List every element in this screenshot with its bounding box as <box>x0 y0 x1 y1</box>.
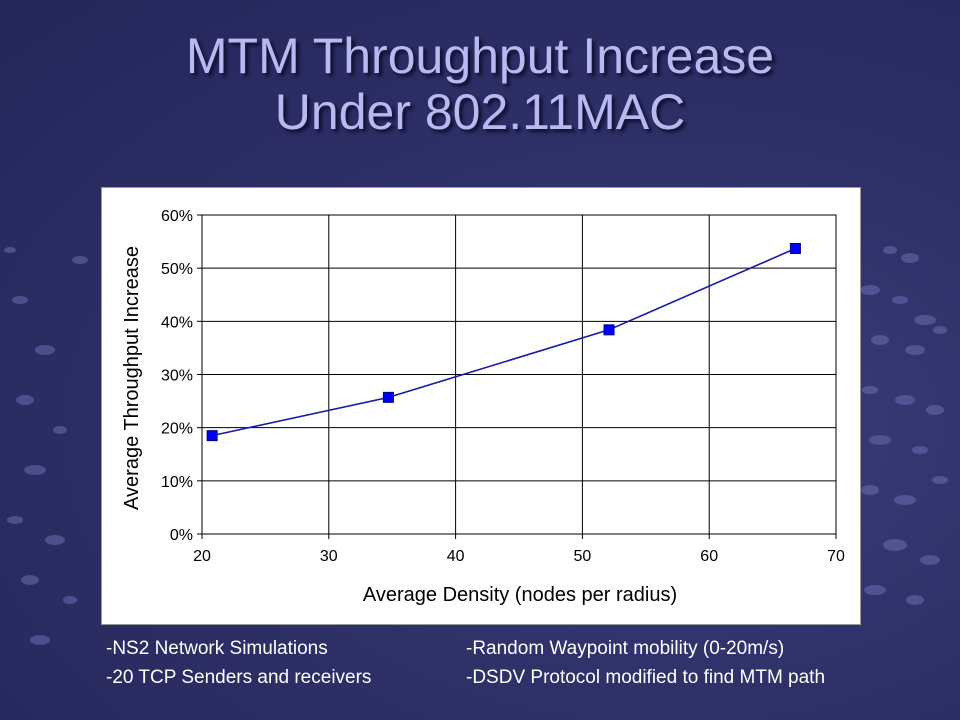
notes-left: -NS2 Network Simulations -20 TCP Senders… <box>106 634 371 692</box>
data-point <box>206 430 218 442</box>
note-item: -NS2 Network Simulations <box>106 638 328 659</box>
series-line <box>211 247 796 437</box>
y-tick-label: 60% <box>161 208 193 225</box>
note-item: -Random Waypoint mobility (0-20m/s) <box>466 638 785 659</box>
data-point <box>603 324 615 336</box>
data-point <box>789 242 801 254</box>
x-tick-label: 70 <box>827 548 845 565</box>
chart-panel: 0% 10% 20% 30% 40% 50% 60% 20 30 40 50 60 70 Averag… <box>101 187 861 625</box>
x-tick-label: 40 <box>447 548 465 565</box>
y-axis-label: Average Throughput Increase <box>121 246 143 510</box>
throughput-chart: 0% 10% 20% 30% 40% 50% 60% 20 30 40 50 60 70 Averag… <box>121 208 845 606</box>
y-tick-label: 10% <box>161 474 193 491</box>
note-item: -DSDV Protocol modified to find MTM path <box>466 667 826 688</box>
x-tick-label: 50 <box>574 548 592 565</box>
data-point <box>382 391 394 403</box>
y-tick-label: 40% <box>161 314 193 331</box>
title-line-1: MTM Throughput Increase <box>185 28 775 84</box>
y-tick-label: 20% <box>161 421 193 438</box>
x-tick-label: 60 <box>700 548 718 565</box>
y-tick-label: 30% <box>161 368 193 385</box>
x-tick-label: 30 <box>320 548 338 565</box>
note-item: -20 TCP Senders and receivers <box>106 667 372 688</box>
y-tick-label: 50% <box>161 261 193 278</box>
x-axis-label: Average Density (nodes per radius) <box>363 584 677 606</box>
notes-right: -Random Waypoint mobility (0-20m/s) -DSD… <box>466 634 825 692</box>
title-line-2: Under 802.11MAC <box>274 84 686 140</box>
y-tick-label: 0% <box>170 527 193 544</box>
x-tick-label: 20 <box>193 548 211 565</box>
slide-title: MTM Throughput Increase Under 802.11MAC <box>0 28 960 140</box>
